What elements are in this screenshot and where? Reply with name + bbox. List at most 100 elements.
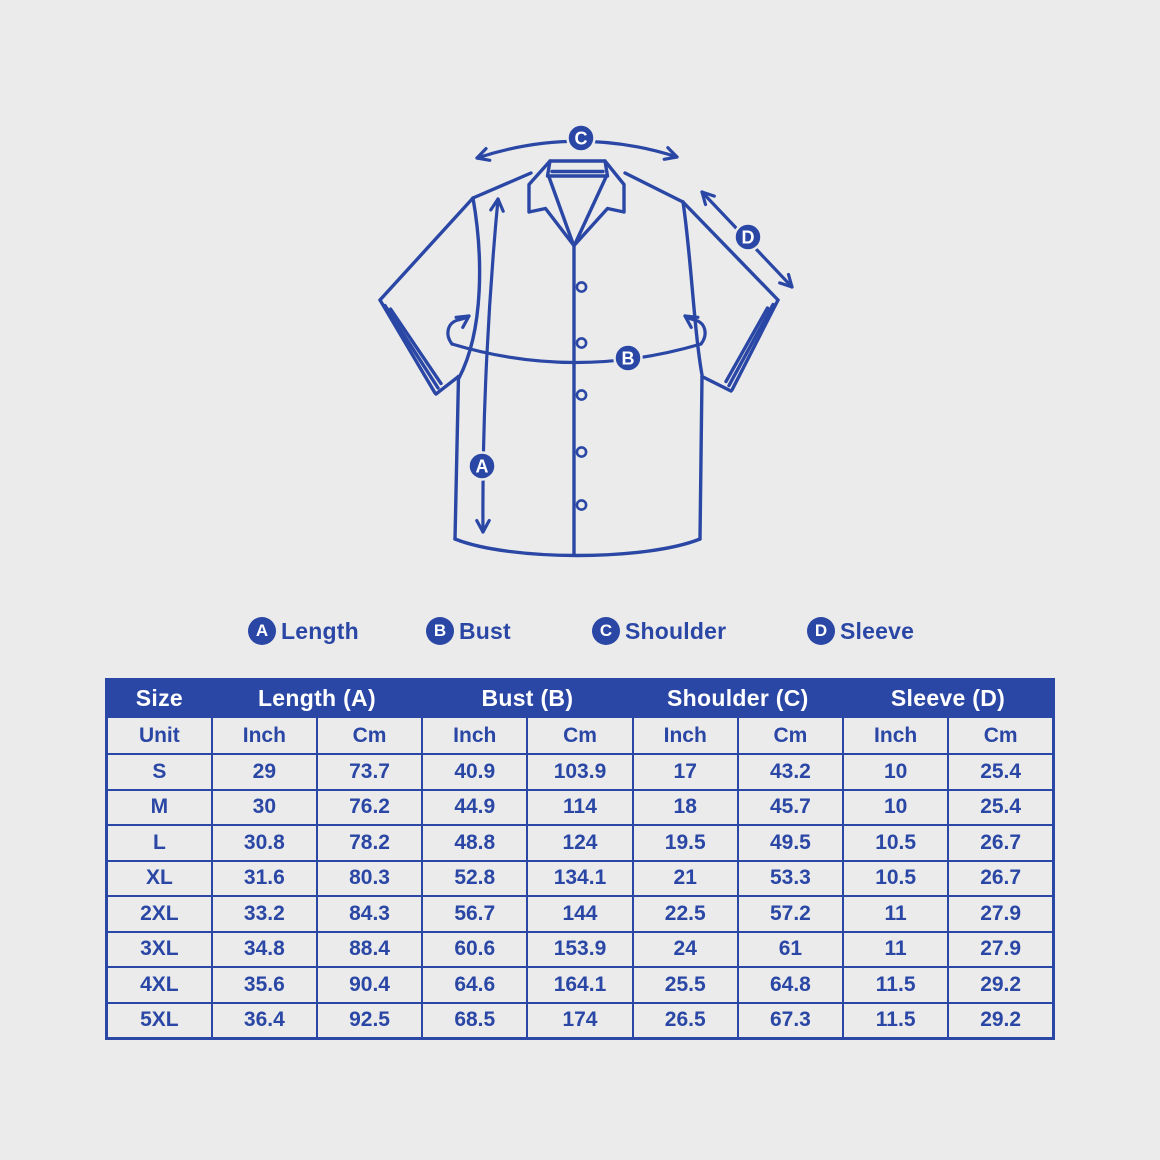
value-cell: 90.4	[315, 966, 424, 1004]
button-icons	[575, 281, 588, 511]
value-cell: 34.8	[210, 930, 318, 968]
value-cell: 26.7	[947, 859, 1055, 897]
badge-d: D	[733, 222, 763, 252]
size-cell: S	[105, 753, 213, 791]
value-cell: 25.5	[631, 966, 739, 1004]
value-cell: 164.1	[526, 966, 634, 1004]
value-cell: 25.4	[947, 788, 1055, 826]
legend-item-length: A Length	[248, 617, 359, 645]
value-cell: 114	[526, 788, 634, 826]
shirt-outline	[378, 159, 780, 558]
header-shoulder: Shoulder (C)	[631, 678, 845, 718]
value-cell: 26.5	[631, 1001, 739, 1040]
value-cell: 67.3	[736, 1001, 845, 1040]
value-cell: 80.3	[315, 859, 424, 897]
value-cell: 64.8	[736, 966, 845, 1004]
unit-cell: Inch	[842, 716, 950, 755]
legend-badge-d: D	[807, 617, 835, 645]
value-cell: 103.9	[526, 753, 634, 791]
value-cell: 11.5	[842, 1001, 950, 1040]
value-cell: 92.5	[315, 1001, 424, 1040]
value-cell: 11	[842, 930, 950, 968]
value-cell: 40.9	[421, 753, 529, 791]
value-cell: 19.5	[631, 824, 739, 862]
legend-label-length: Length	[281, 617, 359, 644]
diagram-badges: C D B A	[467, 123, 763, 481]
value-cell: 10.5	[842, 859, 950, 897]
unit-cell: Cm	[947, 716, 1055, 755]
value-cell: 53.3	[736, 859, 845, 897]
svg-text:A: A	[476, 457, 489, 477]
value-cell: 11.5	[842, 966, 950, 1004]
shirt-illustration: C D B A	[378, 123, 794, 558]
value-cell: 30.8	[210, 824, 318, 862]
unit-cell: Cm	[315, 716, 424, 755]
value-cell: 68.5	[421, 1001, 529, 1040]
unit-cell: Cm	[526, 716, 634, 755]
unit-cell: Inch	[631, 716, 739, 755]
value-cell: 33.2	[210, 895, 318, 933]
value-cell: 43.2	[736, 753, 845, 791]
unit-row: Unit Inch Cm Inch Cm Inch Cm Inch Cm	[105, 716, 1055, 755]
badge-b: B	[613, 343, 643, 373]
value-cell: 36.4	[210, 1001, 318, 1040]
legend-item-shoulder: C Shoulder	[592, 617, 726, 645]
value-cell: 10	[842, 753, 950, 791]
table-row: XL 31.6 80.3 52.8 134.1 21 53.3 10.5 26.7	[105, 859, 1055, 897]
svg-text:D: D	[742, 228, 755, 248]
table-row: L 30.8 78.2 48.8 124 19.5 49.5 10.5 26.7	[105, 824, 1055, 862]
table-row: 3XL 34.8 88.4 60.6 153.9 24 61 11 27.9	[105, 930, 1055, 968]
header-bust: Bust (B)	[421, 678, 634, 718]
value-cell: 18	[631, 788, 739, 826]
value-cell: 48.8	[421, 824, 529, 862]
size-cell: L	[105, 824, 213, 862]
value-cell: 27.9	[947, 930, 1055, 968]
header-size: Size	[105, 678, 213, 718]
value-cell: 17	[631, 753, 739, 791]
unit-cell: Unit	[105, 716, 213, 755]
value-cell: 29.2	[947, 1001, 1055, 1040]
value-cell: 30	[210, 788, 318, 826]
value-cell: 26.7	[947, 824, 1055, 862]
value-cell: 31.6	[210, 859, 318, 897]
table-row: S 29 73.7 40.9 103.9 17 43.2 10 25.4	[105, 753, 1055, 791]
size-cell: XL	[105, 859, 213, 897]
badge-a: A	[467, 451, 497, 481]
badge-c: C	[566, 123, 596, 153]
unit-cell: Cm	[736, 716, 845, 755]
size-cell: 3XL	[105, 930, 213, 968]
legend-badge-c: C	[592, 617, 620, 645]
header-sleeve: Sleeve (D)	[842, 678, 1055, 718]
value-cell: 60.6	[421, 930, 529, 968]
value-cell: 29	[210, 753, 318, 791]
value-cell: 73.7	[315, 753, 424, 791]
table-row: 5XL 36.4 92.5 68.5 174 26.5 67.3 11.5 29.2	[105, 1001, 1055, 1040]
value-cell: 78.2	[315, 824, 424, 862]
svg-text:B: B	[622, 349, 635, 369]
value-cell: 21	[631, 859, 739, 897]
value-cell: 44.9	[421, 788, 529, 826]
table-header-row: Size Length (A) Bust (B) Shoulder (C) Sl…	[105, 678, 1055, 718]
svg-text:C: C	[575, 129, 588, 149]
value-cell: 10.5	[842, 824, 950, 862]
value-cell: 25.4	[947, 753, 1055, 791]
legend-label-sleeve: Sleeve	[840, 617, 915, 644]
value-cell: 84.3	[315, 895, 424, 933]
value-cell: 144	[526, 895, 634, 933]
size-cell: M	[105, 788, 213, 826]
value-cell: 35.6	[210, 966, 318, 1004]
value-cell: 24	[631, 930, 739, 968]
value-cell: 11	[842, 895, 950, 933]
value-cell: 27.9	[947, 895, 1055, 933]
value-cell: 22.5	[631, 895, 739, 933]
bust-arrow	[446, 314, 707, 365]
shirt-diagram: C D B A	[355, 95, 825, 585]
table-row: 2XL 33.2 84.3 56.7 144 22.5 57.2 11 27.9	[105, 895, 1055, 933]
legend-label-shoulder: Shoulder	[625, 617, 727, 644]
value-cell: 61	[736, 930, 845, 968]
value-cell: 76.2	[315, 788, 424, 826]
value-cell: 49.5	[736, 824, 845, 862]
header-length: Length (A)	[210, 678, 424, 718]
size-cell: 5XL	[105, 1001, 213, 1040]
length-arrow	[475, 197, 505, 534]
